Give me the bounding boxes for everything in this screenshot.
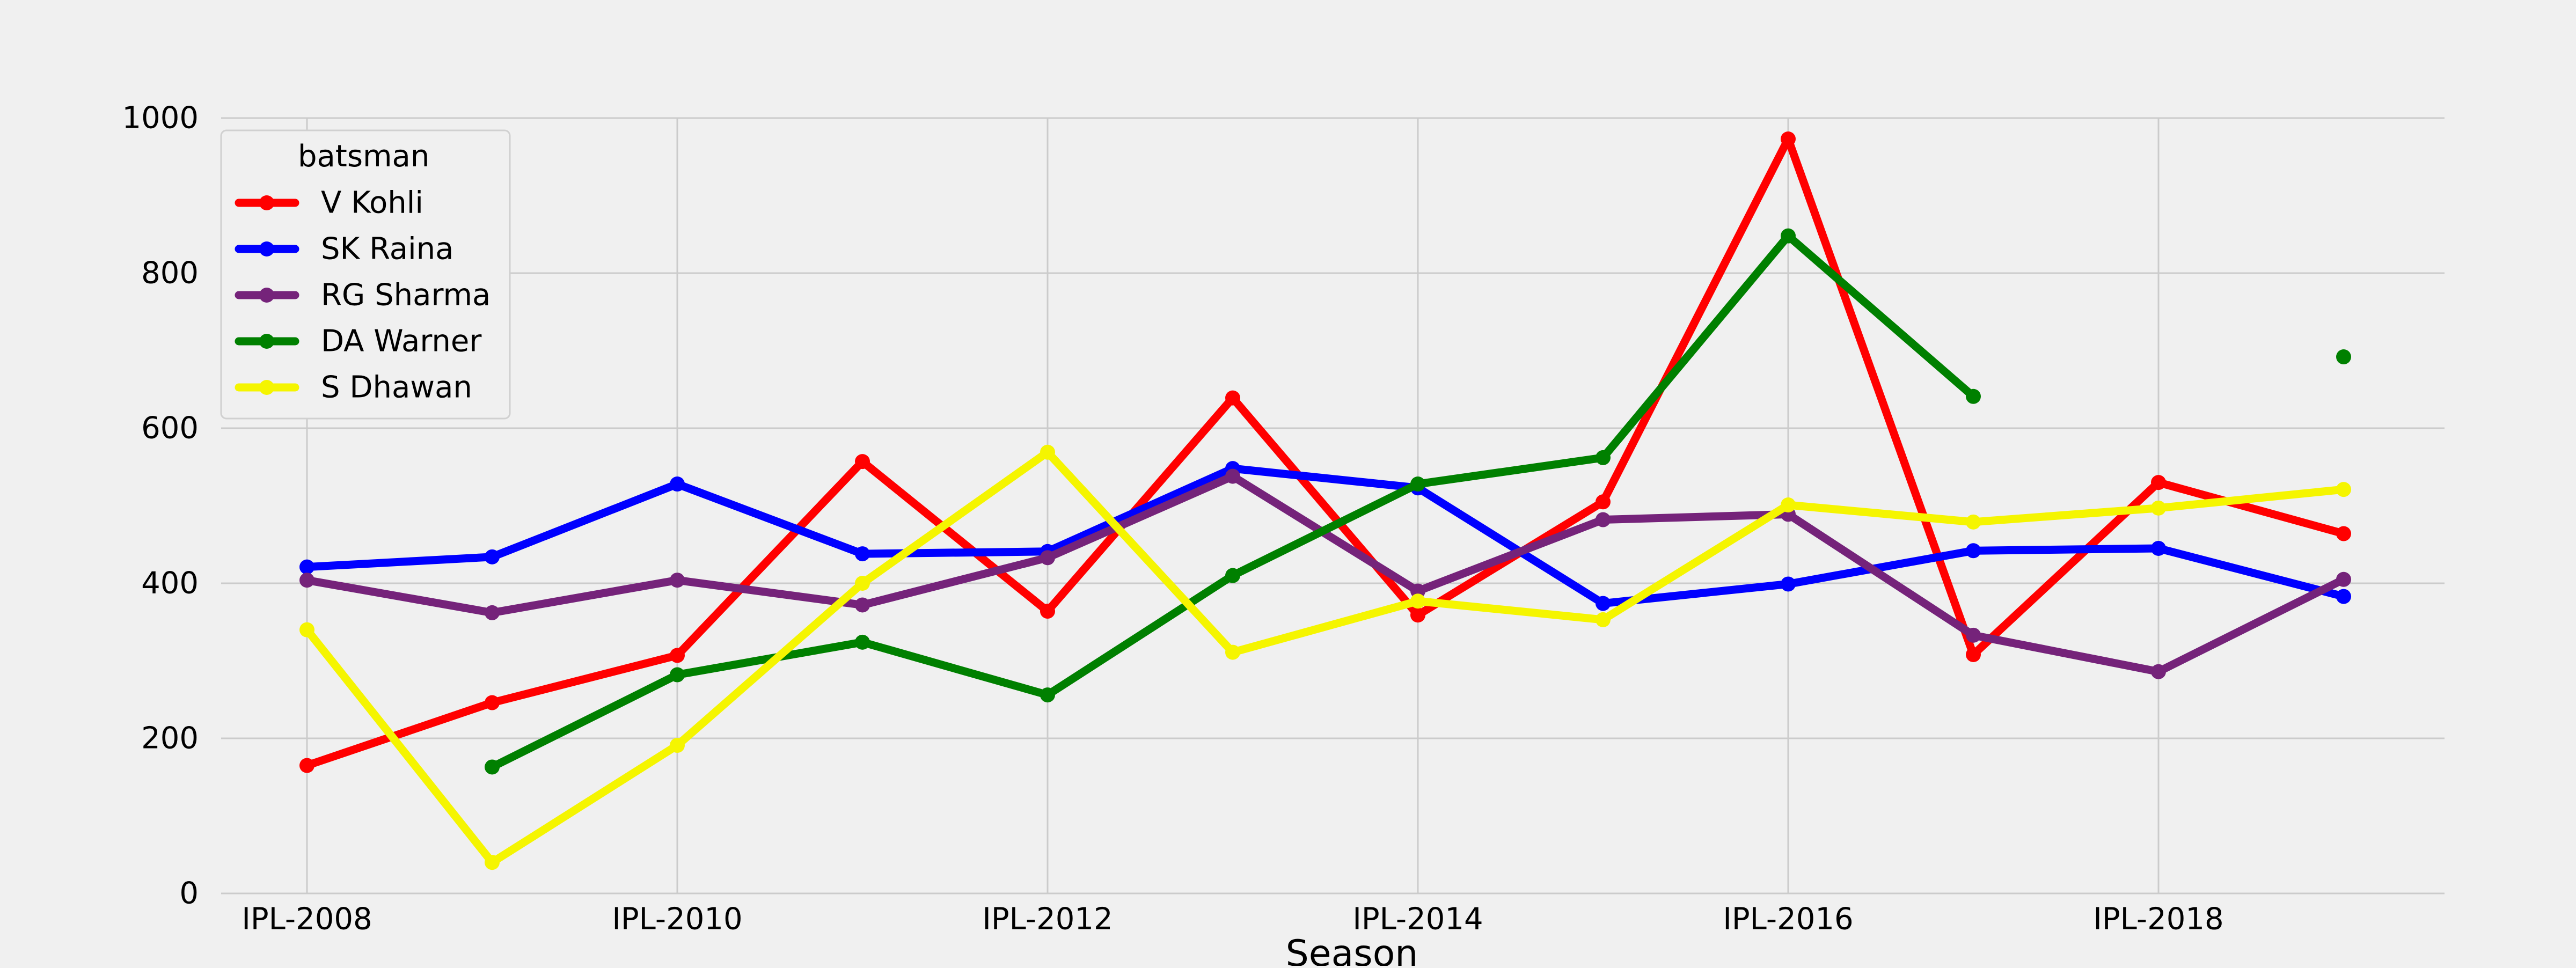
data-point: [1596, 512, 1611, 527]
y-tick-label: 200: [141, 721, 199, 756]
data-point: [670, 476, 685, 492]
x-tick-label: IPL-2016: [1723, 902, 1853, 937]
x-tick-label: IPL-2008: [241, 902, 372, 937]
data-point: [855, 634, 870, 650]
data-point: [1040, 687, 1055, 703]
data-point: [299, 559, 314, 575]
series-v-kohli: [299, 131, 2351, 773]
data-point: [299, 573, 314, 588]
data-point: [485, 759, 500, 775]
series-line: [303, 135, 2348, 770]
data-point: [1596, 612, 1611, 627]
y-tick-label: 600: [141, 411, 199, 446]
axis-labels: Season 0 200 400 600 800 1000 IPL-2008 IPL-2010…: [122, 101, 2223, 968]
data-point: [1966, 627, 1981, 643]
data-point: [1966, 388, 1981, 404]
series-line: [303, 448, 2348, 867]
x-tick-label: IPL-2010: [612, 902, 742, 937]
y-tick-label: 0: [179, 876, 199, 911]
data-point: [2336, 589, 2351, 604]
data-point: [299, 622, 314, 637]
legend-marker: [259, 195, 274, 210]
data-point: [1781, 497, 1796, 513]
data-point: [855, 576, 870, 591]
data-point: [670, 738, 685, 753]
data-point: [2151, 664, 2166, 679]
legend: batsman V Kohli SK Raina RG Sharma DA Warne…: [220, 129, 511, 420]
series-s-dhawan: [299, 444, 2351, 870]
series-da-warner: [485, 228, 2351, 775]
legend-label: V Kohli: [321, 186, 423, 221]
legend-title: batsman: [298, 139, 429, 174]
data-point: [1966, 514, 1981, 530]
data-point: [1225, 390, 1240, 406]
data-point: [1225, 568, 1240, 583]
data-point: [2151, 540, 2166, 556]
data-point: [855, 454, 870, 470]
data-point: [1966, 647, 1981, 662]
data-point: [1781, 228, 1796, 244]
y-tick-label: 1000: [122, 101, 199, 136]
data-point: [1410, 593, 1425, 609]
data-point: [2336, 571, 2351, 587]
data-point: [670, 648, 685, 663]
data-point: [670, 667, 685, 683]
series-line: [303, 464, 2348, 608]
data-point: [1040, 550, 1055, 566]
data-point: [1966, 543, 1981, 559]
data-point: [1596, 450, 1611, 465]
data-point: [485, 549, 500, 564]
data-point: [670, 573, 685, 588]
data-point: [855, 597, 870, 613]
data-point: [2151, 500, 2166, 516]
data-point: [485, 855, 500, 870]
data-point: [1225, 644, 1240, 660]
x-tick-label: IPL-2014: [1352, 902, 1483, 937]
data-point: [1410, 607, 1425, 623]
y-tick-label: 400: [141, 566, 199, 601]
data-point: [1040, 604, 1055, 619]
legend-label: SK Raina: [321, 232, 453, 267]
data-point: [1596, 494, 1611, 510]
legend-marker: [259, 241, 274, 256]
y-tick-label: 800: [141, 256, 199, 291]
legend-entries: V Kohli SK Raina RG Sharma DA Warner S Dhawa…: [235, 186, 491, 405]
x-axis-title: Season: [1286, 933, 1418, 966]
data-point: [2336, 482, 2351, 497]
data-point: [1410, 476, 1425, 492]
data-point: [1596, 596, 1611, 611]
legend-marker: [259, 334, 274, 349]
data-point: [855, 546, 870, 562]
data-point: [2336, 526, 2351, 541]
series-layer: [299, 131, 2351, 870]
data-point: [1040, 444, 1055, 460]
legend-label: DA Warner: [321, 324, 482, 359]
data-point: [1781, 131, 1796, 147]
data-point: [2151, 475, 2166, 490]
legend-label: S Dhawan: [321, 370, 472, 405]
data-point: [299, 758, 314, 773]
x-tick-label: IPL-2018: [2093, 902, 2223, 937]
data-point: [1225, 468, 1240, 484]
data-point: [1781, 576, 1796, 592]
data-point: [485, 695, 500, 710]
legend-label: RG Sharma: [321, 278, 491, 313]
legend-marker: [259, 288, 274, 303]
x-tick-label: IPL-2012: [982, 902, 1113, 937]
data-point: [2336, 349, 2351, 365]
data-point: [485, 605, 500, 620]
legend-marker: [259, 380, 274, 395]
